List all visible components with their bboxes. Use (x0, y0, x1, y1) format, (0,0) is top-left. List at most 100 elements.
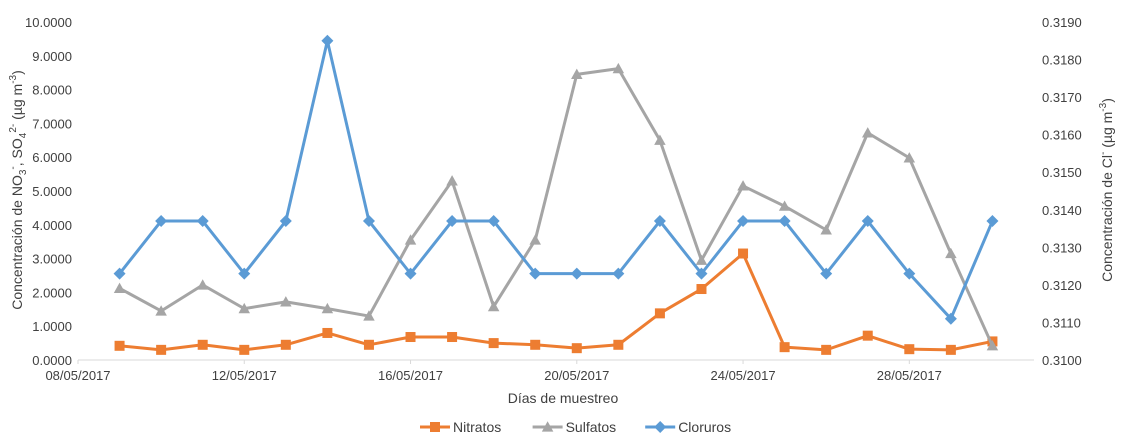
legend: Nitratos Sulfatos Cloruros (420, 419, 731, 435)
nitratos-point (447, 332, 458, 343)
sulfatos-point (238, 302, 251, 314)
left-y-tick-label: 7.0000 (32, 116, 72, 131)
sulfatos-point (861, 127, 874, 138)
x-axis-ticks: 08/05/2017 12/05/2017 16/05/2017 20/05/2017… (45, 360, 942, 383)
sulfatos-point (113, 282, 126, 293)
series-sulfatos (113, 62, 999, 351)
sulfatos-point (778, 200, 791, 211)
right-y-tick-label: 0.3140 (1042, 203, 1082, 218)
nitratos-point (779, 342, 790, 353)
legend-marker (654, 421, 667, 433)
cloruros-point (487, 215, 500, 228)
cloruros-point (113, 267, 126, 280)
sulfatos-point (321, 302, 334, 314)
legend-marker (541, 421, 554, 432)
left-y-tick-label: 6.0000 (32, 150, 72, 165)
sulfatos-point (903, 152, 916, 163)
cloruros-point (861, 215, 874, 228)
right-y-tick-label: 0.3110 (1042, 315, 1081, 330)
left-y-tick-label: 5.0000 (32, 184, 72, 199)
cloruros-line (118, 39, 994, 321)
nitratos-point (821, 344, 832, 355)
nitratos-point (904, 344, 915, 355)
cloruros-point (903, 267, 916, 280)
left-y-tick-label: 2.0000 (32, 285, 72, 300)
right-y-tick-label: 0.3100 (1042, 353, 1082, 368)
right-y-tick-label: 0.3120 (1042, 278, 1082, 293)
cloruros-point (321, 34, 334, 47)
legend-marker (430, 422, 440, 432)
series-layer (113, 34, 999, 355)
cloruros-point (612, 267, 625, 280)
right-y-tick-label: 0.3190 (1042, 15, 1082, 30)
nitratos-point (363, 339, 374, 350)
x-tick-label: 24/05/2017 (711, 368, 776, 383)
x-tick-label: 08/05/2017 (45, 368, 110, 383)
nitratos-point (571, 343, 582, 354)
legend-label: Cloruros (678, 419, 731, 435)
left-y-tick-label: 9.0000 (32, 49, 72, 64)
nitratos-point (696, 284, 707, 295)
sulfatos-point (280, 296, 292, 307)
legend-item-cloruros: Cloruros (645, 419, 731, 435)
nitratos-point (239, 344, 250, 355)
cloruros-point (279, 215, 292, 228)
left-y-tick-label: 3.0000 (32, 252, 72, 267)
series-nitratos (114, 248, 998, 355)
sulfatos-line (118, 67, 994, 347)
cloruros-point (362, 215, 375, 228)
nitratos-point (405, 332, 416, 343)
x-tick-label: 12/05/2017 (212, 368, 277, 383)
x-tick-label: 20/05/2017 (544, 368, 609, 383)
right-y-tick-label: 0.3150 (1042, 165, 1082, 180)
left-y-tick-label: 10.0000 (25, 15, 72, 30)
nitratos-point (738, 248, 749, 259)
sulfatos-point (654, 134, 666, 145)
legend-label: Sulfatos (566, 419, 617, 435)
left-y-tick-label: 8.0000 (32, 83, 72, 98)
right-y-tick-label: 0.3180 (1042, 53, 1082, 68)
nitratos-point (530, 339, 541, 350)
left-y-axis-ticks: 0.0000 1.0000 2.0000 3.0000 4.0000 5.0000 6.00… (25, 15, 72, 368)
nitratos-point (654, 308, 665, 319)
sulfatos-point (612, 62, 625, 74)
left-y-axis-title: Concentración de NO3-, SO42- (µg m-3) (8, 70, 29, 310)
sulfatos-point (737, 180, 749, 191)
nitratos-point (488, 338, 499, 349)
cloruros-point (238, 267, 251, 280)
right-y-tick-label: 0.3170 (1042, 90, 1082, 105)
x-tick-label: 28/05/2017 (877, 368, 942, 383)
cloruros-point (404, 267, 417, 280)
sulfatos-point (487, 300, 500, 312)
sulfatos-point (196, 279, 209, 290)
series-cloruros (113, 34, 999, 325)
nitratos-point (197, 339, 208, 350)
nitratos-point (280, 339, 291, 350)
cloruros-point (653, 215, 666, 228)
right-y-tick-label: 0.3130 (1042, 240, 1082, 255)
cloruros-point (778, 215, 791, 228)
nitratos-point (156, 344, 167, 355)
sulfatos-point (529, 234, 541, 245)
cloruros-point (529, 267, 542, 280)
cloruros-point (944, 312, 957, 325)
nitratos-point (322, 327, 333, 338)
cloruros-point (155, 215, 168, 228)
x-tick-label: 16/05/2017 (378, 368, 443, 383)
cloruros-point (737, 215, 750, 228)
legend-label: Nitratos (453, 419, 501, 435)
cloruros-point (570, 267, 583, 280)
sulfatos-point (695, 254, 708, 265)
left-y-tick-label: 0.0000 (32, 353, 72, 368)
right-y-axis-ticks: 0.3100 0.3110 0.3120 0.3130 0.3140 0.3150 0.31… (1042, 15, 1082, 368)
nitratos-point (945, 344, 956, 355)
legend-item-nitratos: Nitratos (420, 419, 501, 435)
nitratos-line (119, 252, 993, 352)
sulfatos-point (945, 247, 957, 259)
cloruros-point (446, 215, 459, 228)
sulfatos-point (155, 305, 167, 316)
sulfatos-point (571, 68, 583, 79)
right-y-axis-title: Concentración de Cl- (µg m-3) (1098, 98, 1115, 282)
nitratos-point (114, 340, 125, 351)
